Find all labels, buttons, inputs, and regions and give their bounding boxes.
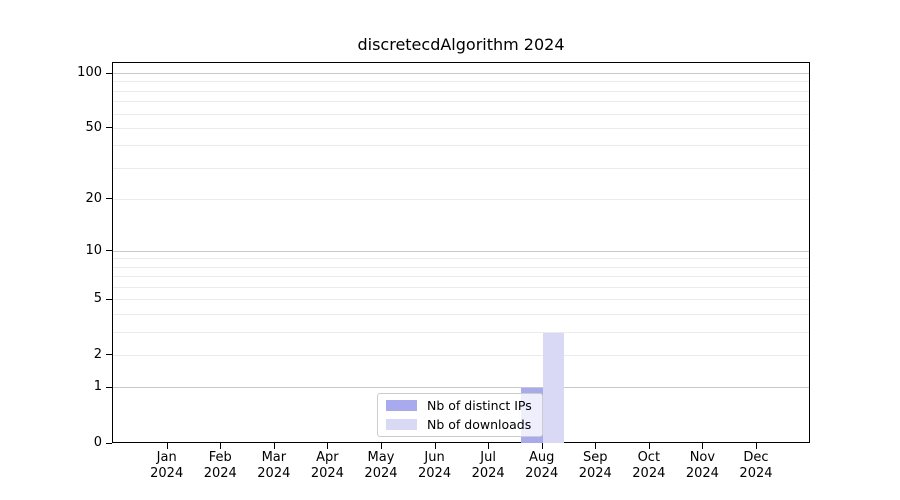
x-tick-label: Mar 2024 (257, 450, 291, 481)
x-tick-label: Apr 2024 (310, 450, 344, 481)
y-tick-mark (106, 442, 112, 444)
x-tick-mark (273, 443, 275, 449)
y-tick-mark (106, 386, 112, 388)
minor-gridline (113, 266, 809, 268)
minor-gridline (113, 276, 809, 278)
y-tick-label: 2 (93, 346, 102, 362)
minor-gridline (113, 90, 809, 92)
x-tick-label: Aug 2024 (525, 450, 559, 481)
x-tick-label: Jun 2024 (418, 450, 452, 481)
minor-gridline (113, 299, 809, 301)
legend-label-downloads: Nb of downloads (427, 417, 532, 432)
minor-gridline (113, 314, 809, 315)
x-tick-label: Jul 2024 (471, 450, 505, 481)
minor-gridline (113, 101, 809, 103)
minor-gridline (113, 287, 809, 289)
y-tick-mark (106, 250, 112, 252)
plot-area (112, 62, 810, 443)
y-tick-mark (106, 298, 112, 300)
bar-downloads (542, 332, 565, 443)
legend-entry-downloads: Nb of downloads (378, 415, 542, 434)
y-tick-mark (106, 354, 112, 356)
x-tick-label: Jan 2024 (150, 450, 184, 481)
y-tick-mark (106, 127, 112, 129)
minor-gridline (113, 258, 809, 260)
y-tick-label: 50 (85, 119, 102, 135)
chart-title: discretecdAlgorithm 2024 (357, 35, 565, 54)
x-tick-mark (488, 443, 490, 449)
legend-swatch-downloads (386, 419, 417, 430)
minor-gridline (113, 198, 809, 200)
y-tick-label: 0 (93, 435, 102, 450)
x-tick-mark (434, 443, 436, 449)
y-tick-label: 100 (77, 65, 102, 81)
y-tick-label: 10 (85, 242, 102, 258)
legend-entry-distinct-ips: Nb of distinct IPs (378, 396, 542, 415)
minor-gridline (113, 354, 809, 356)
x-tick-mark (327, 443, 329, 449)
y-tick-label: 5 (93, 291, 102, 307)
x-tick-label: May 2024 (364, 450, 398, 481)
x-tick-mark (702, 443, 704, 449)
x-tick-mark (380, 443, 382, 449)
x-tick-label: Oct 2024 (632, 450, 666, 481)
legend-label-distinct-ips: Nb of distinct IPs (427, 398, 532, 413)
x-tick-mark (755, 443, 757, 449)
x-tick-label: Feb 2024 (203, 450, 237, 481)
y-tick-mark (106, 72, 112, 74)
major-gridline (113, 73, 809, 75)
y-tick-label: 1 (93, 379, 102, 395)
y-tick-mark (106, 198, 112, 200)
x-tick-label: Nov 2024 (685, 450, 719, 481)
x-tick-mark (595, 443, 597, 449)
x-tick-label: Dec 2024 (739, 450, 773, 481)
legend-swatch-distinct-ips (386, 400, 417, 411)
minor-gridline (113, 81, 809, 83)
major-gridline (113, 387, 809, 389)
x-tick-mark (166, 443, 168, 449)
minor-gridline (113, 331, 809, 333)
minor-gridline (113, 127, 809, 129)
x-tick-label: Sep 2024 (578, 450, 612, 481)
x-tick-mark (541, 443, 543, 449)
minor-gridline (113, 145, 809, 147)
legend: Nb of distinct IPs Nb of downloads (377, 393, 543, 437)
minor-gridline (113, 113, 809, 115)
x-tick-mark (648, 443, 650, 449)
major-gridline (113, 250, 809, 252)
minor-gridline (113, 167, 809, 169)
x-tick-mark (220, 443, 222, 449)
y-tick-label: 20 (85, 190, 102, 206)
